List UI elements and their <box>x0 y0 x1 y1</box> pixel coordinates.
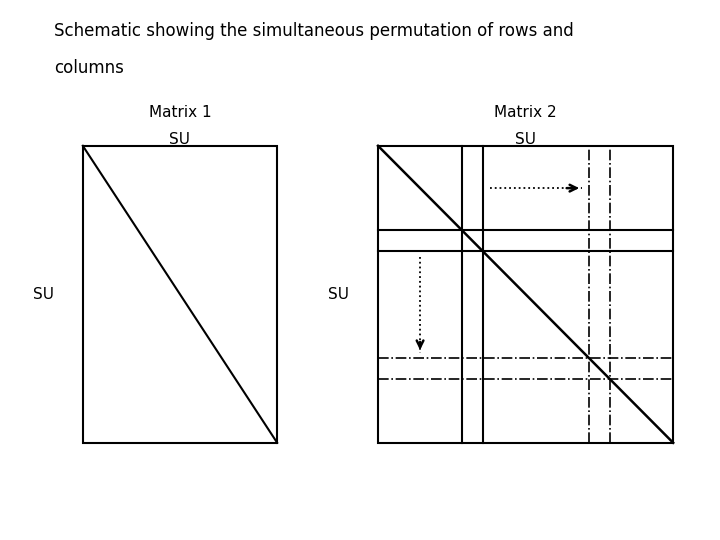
Text: Schematic showing the simultaneous permutation of rows and: Schematic showing the simultaneous permu… <box>54 22 574 39</box>
Text: SU: SU <box>169 132 191 147</box>
Text: SU: SU <box>328 287 349 302</box>
Text: SU: SU <box>515 132 536 147</box>
Bar <box>83 146 277 443</box>
Text: Matrix 2: Matrix 2 <box>495 105 557 120</box>
Text: SU: SU <box>32 287 54 302</box>
Bar <box>378 146 673 443</box>
Text: columns: columns <box>54 59 124 77</box>
Text: Matrix 1: Matrix 1 <box>149 105 211 120</box>
